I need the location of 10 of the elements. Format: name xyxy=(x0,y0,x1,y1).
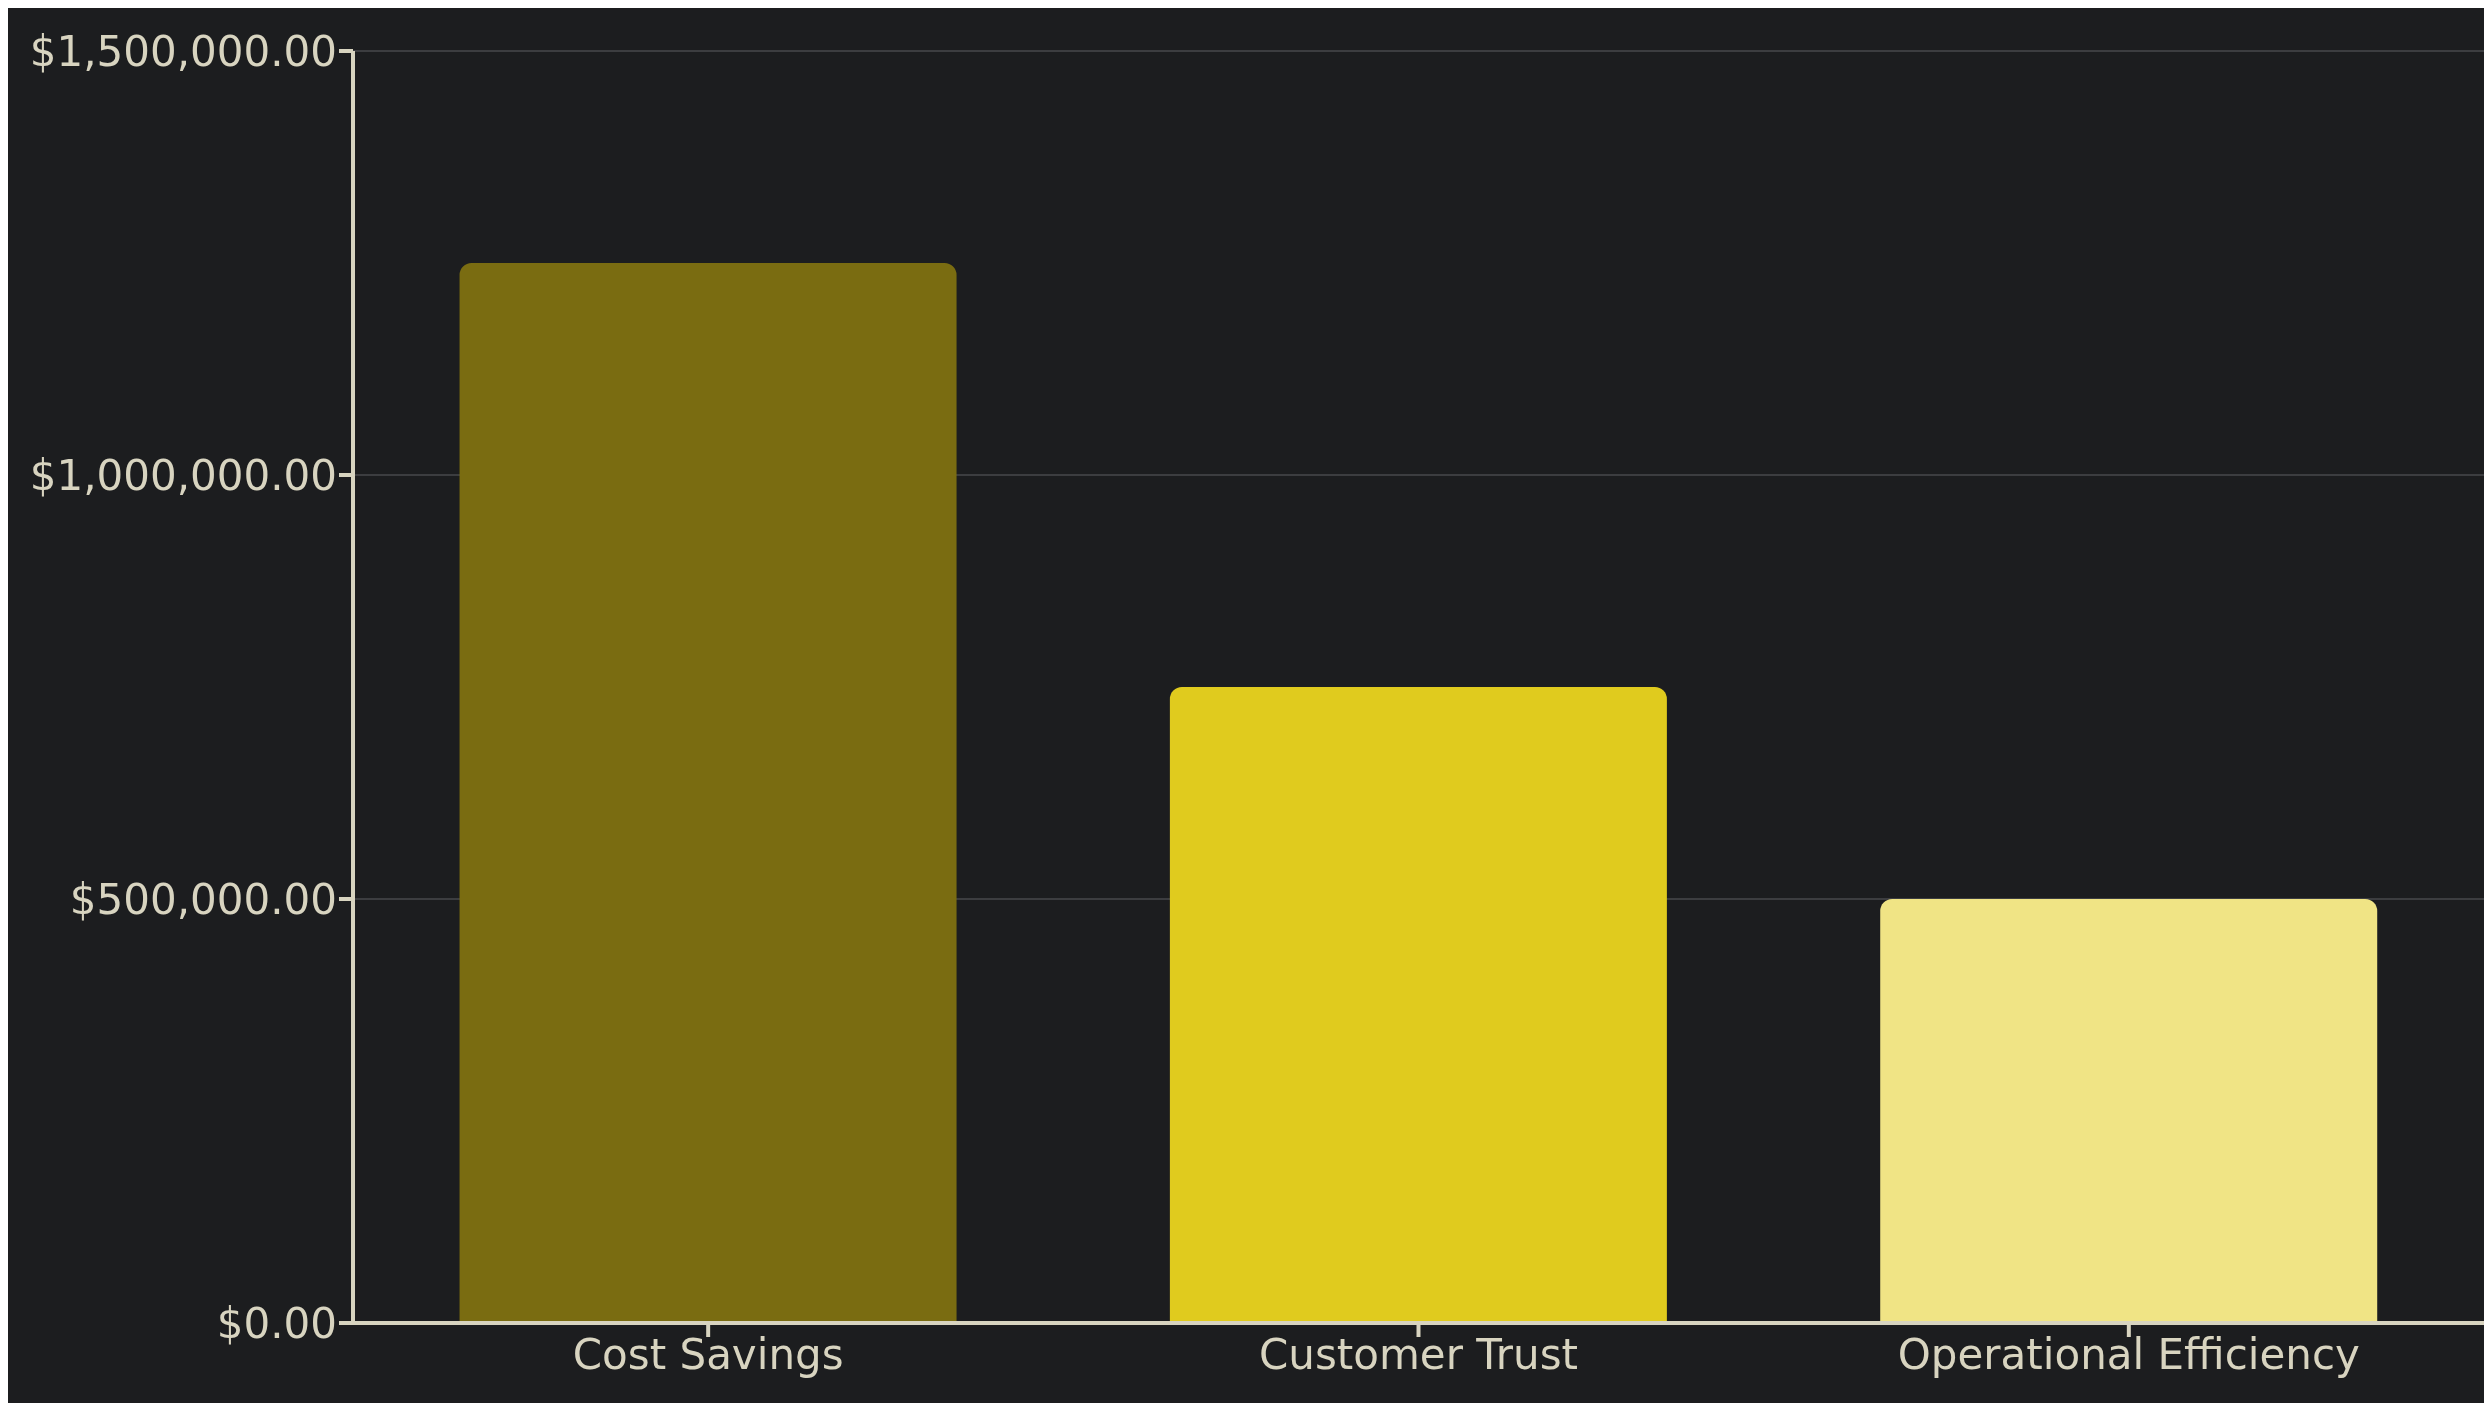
x-tick-label: Operational Efficiency xyxy=(1897,1329,2360,1379)
bar xyxy=(1880,899,2378,1323)
y-tick-label: $1,000,000.00 xyxy=(29,450,337,500)
x-tick-label: Cost Savings xyxy=(572,1329,844,1379)
x-tick-label: Customer Trust xyxy=(1258,1329,1579,1379)
y-tick-label: $0.00 xyxy=(216,1298,337,1348)
bar xyxy=(459,263,957,1323)
y-tick-label: $500,000.00 xyxy=(69,874,337,924)
bar xyxy=(1169,687,1667,1323)
y-tick-label: $1,500,000.00 xyxy=(29,26,337,76)
